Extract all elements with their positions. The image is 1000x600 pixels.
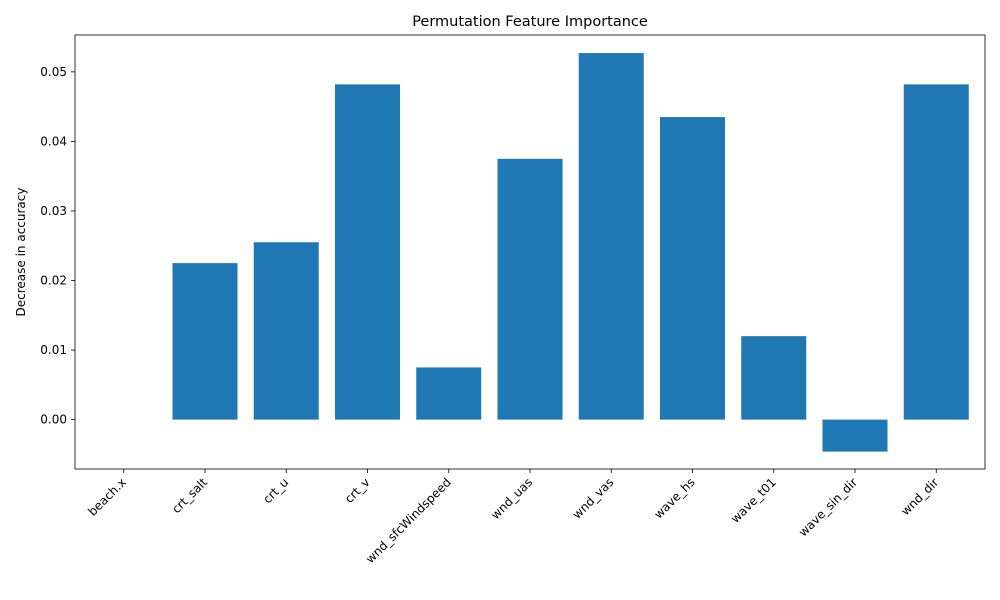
y-tick-label: 0.00 xyxy=(40,413,67,427)
x-tick-label: wave_hs xyxy=(651,475,697,521)
x-tick-label: wnd_dir xyxy=(898,475,941,518)
chart-title: Permutation Feature Importance xyxy=(412,14,648,30)
bar-wave_hs xyxy=(660,117,725,420)
x-tick-label: crt_salt xyxy=(169,475,210,516)
y-tick-label: 0.05 xyxy=(40,65,67,79)
bars-layer xyxy=(172,53,969,452)
y-tick-label: 0.01 xyxy=(40,343,67,357)
x-ticks: beach.x crt_salt crt_u crt_vwnd_sfcWindspee… xyxy=(85,469,941,566)
x-tick-label: wave_t01 xyxy=(728,475,779,526)
y-tick-label: 0.03 xyxy=(40,204,67,218)
bar-wnd_sfcWindspeed xyxy=(416,367,482,420)
x-tick-label: wnd_vas xyxy=(570,475,616,521)
x-tick-label: beach.x xyxy=(85,475,128,518)
bar-wnd_dir xyxy=(903,84,969,420)
y-tick-label: 0.04 xyxy=(40,134,67,148)
bar-crt_v xyxy=(335,84,400,420)
bar-wave_t01 xyxy=(741,336,807,420)
bar-crt_salt xyxy=(172,263,238,420)
y-axis-label: Decrease in accuracy xyxy=(14,188,28,317)
x-tick-label: wnd_sfcWindspeed xyxy=(363,475,454,566)
bar-crt_u xyxy=(253,242,319,420)
bar-wnd_uas xyxy=(497,158,563,420)
bar-wave_sin_dir xyxy=(822,419,888,452)
y-tick-label: 0.02 xyxy=(40,274,67,288)
bar-wnd_vas xyxy=(578,53,644,420)
x-tick-label: crt_v xyxy=(342,475,373,506)
x-tick-label: crt_u xyxy=(260,475,291,506)
x-tick-label: wnd_uas xyxy=(488,475,535,522)
y-ticks: 0.00 0.01 0.02 0.03 0.04 0.05 xyxy=(40,65,75,427)
x-tick-label: wave_sin_dir xyxy=(796,475,860,539)
